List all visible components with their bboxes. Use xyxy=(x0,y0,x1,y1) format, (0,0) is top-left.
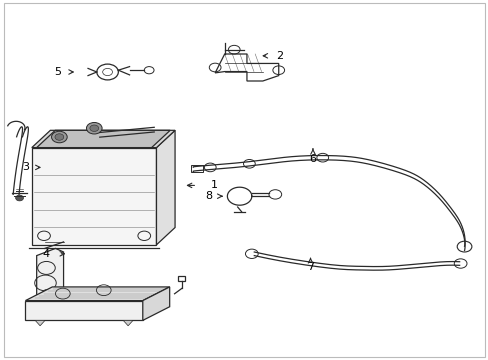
Text: 8: 8 xyxy=(205,191,212,201)
Polygon shape xyxy=(142,287,169,320)
Polygon shape xyxy=(32,148,156,245)
Polygon shape xyxy=(37,130,170,148)
Polygon shape xyxy=(32,130,175,148)
Polygon shape xyxy=(156,130,175,245)
Circle shape xyxy=(90,125,99,131)
Text: 4: 4 xyxy=(43,249,50,259)
Circle shape xyxy=(86,122,102,134)
Polygon shape xyxy=(123,320,133,326)
Polygon shape xyxy=(25,301,142,320)
Polygon shape xyxy=(37,248,63,304)
Text: 2: 2 xyxy=(276,51,283,61)
Text: 6: 6 xyxy=(309,154,316,164)
Polygon shape xyxy=(35,320,45,326)
Text: 3: 3 xyxy=(22,162,29,172)
Circle shape xyxy=(16,195,23,201)
Circle shape xyxy=(55,134,63,140)
Polygon shape xyxy=(25,287,169,301)
Text: 1: 1 xyxy=(210,180,217,190)
Text: 7: 7 xyxy=(306,262,313,272)
Text: 5: 5 xyxy=(54,67,61,77)
Circle shape xyxy=(51,131,67,143)
